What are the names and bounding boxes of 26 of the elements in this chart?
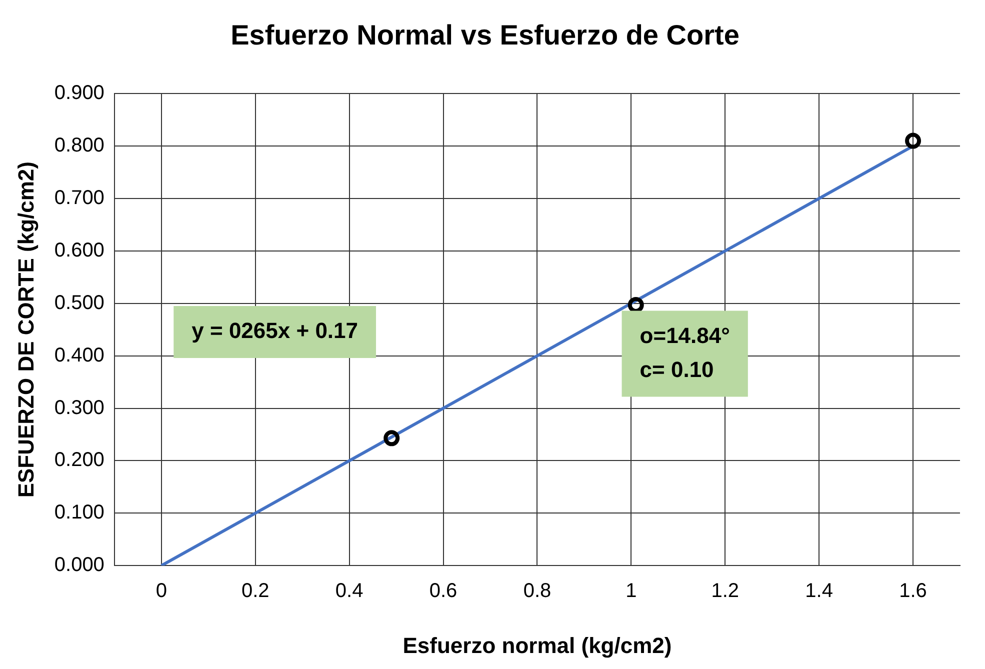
y-tick-label: 0.400 — [54, 344, 104, 366]
x-axis-title: Esfuerzo normal (kg/cm2) — [402, 632, 672, 658]
y-tick-label: 0.300 — [54, 396, 104, 419]
annotation: o=14.84° c= 0.10 — [640, 322, 730, 382]
annotation: y = 0265x + 0.17 — [192, 318, 358, 344]
y-tick-label: 0.200 — [54, 449, 104, 472]
x-tick-label: 1.4 — [805, 580, 833, 602]
point — [905, 132, 922, 149]
y-tick-label: 0.100 — [54, 502, 104, 524]
y-tick-label: 0.700 — [54, 187, 104, 210]
x-tick-label: 0.8 — [523, 580, 552, 602]
point — [384, 430, 400, 446]
y-tick-label: 0.900 — [54, 82, 104, 104]
x-tick-label: 1.6 — [899, 580, 927, 602]
y-tick-label: 0.600 — [54, 239, 104, 262]
x-tick-label: 0.2 — [241, 580, 270, 602]
x-tick-label: 0 — [156, 580, 167, 602]
y-tick-label: 0.500 — [54, 292, 104, 314]
chart-title: Esfuerzo Normal vs Esfuerzo de Corte — [230, 20, 740, 51]
y-tick-label: 0.800 — [54, 134, 104, 157]
y-axis-title: ESFUERZO DE CORTE (kg/cm2) — [13, 162, 38, 498]
x-tick-label: 0.6 — [429, 580, 458, 602]
x-tick-label: 0.4 — [335, 580, 364, 602]
x-tick-label: 1 — [626, 580, 637, 602]
x-tick-label: 1.2 — [711, 580, 740, 602]
y-tick-label: 0.000 — [54, 554, 104, 576]
